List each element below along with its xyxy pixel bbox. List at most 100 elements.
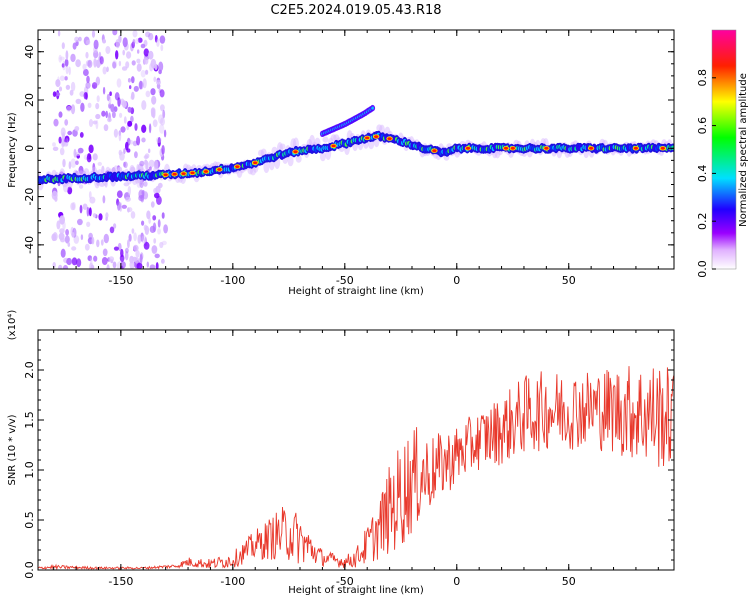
noise-speckle [102,195,106,204]
spectrogram-ylabel: Frequency (Hz) [7,112,18,188]
noise-speckle [67,130,73,136]
noise-speckle [106,66,109,73]
ridge-hotspot [387,137,392,141]
noise-speckle [130,115,134,123]
noise-speckle [116,190,123,198]
noise-speckle [144,159,148,165]
y-tick-label: 40 [23,45,36,59]
noise-speckle [105,212,109,219]
ridge-hotspot [365,136,370,140]
noise-speckle [117,201,121,211]
snr-panel: -150 -100 -50 0 50 0.0 0.5 1.0 1.5 2.0 Height of … [7,310,675,596]
noise-speckle [101,257,108,265]
colorbar-tick-label: 0.6 [696,117,709,135]
noise-speckle [88,232,93,240]
noise-speckle [83,68,89,77]
noise-speckle [113,223,117,229]
noise-speckle [75,160,79,166]
noise-speckle [153,187,158,194]
noise-speckle [125,247,129,254]
noise-speckle [148,148,151,154]
noise-speckle [140,232,145,242]
noise-speckle [132,30,138,38]
noise-speckle [150,88,156,96]
snr-multiplier: (x10⁴) [7,310,18,341]
noise-speckle [79,204,83,214]
noise-speckle [133,244,139,252]
noise-speckle [70,81,76,92]
noise-speckle [87,59,93,68]
noise-speckle [70,158,77,168]
noise-speckle [75,59,81,68]
noise-speckle [103,233,110,244]
noise-speckle [153,76,157,83]
noise-speckle [160,117,165,126]
ridge-hotspot [588,146,594,150]
noise-speckle [148,32,154,41]
noise-speckle [62,265,69,269]
colorbar-tick-label: 0.8 [696,69,709,87]
noise-speckle [156,38,160,47]
noise-speckle [107,117,112,123]
noise-speckle [145,69,149,75]
noise-speckle [100,239,104,246]
ridge-hotspot [432,149,437,153]
noise-speckle [160,44,164,52]
noise-speckle [141,235,147,244]
noise-speckle [133,85,139,92]
noise-speckle [70,202,76,211]
ridge-hotspot [235,165,240,169]
colorbar-gradient [711,29,737,270]
noise-speckle [121,204,128,209]
noise-speckle [148,159,155,168]
noise-speckle [112,30,118,36]
noise-speckle [120,126,126,133]
noise-speckle [86,206,90,217]
noise-speckle [151,95,157,105]
noise-speckle [148,166,152,171]
noise-speckle [144,225,150,235]
noise-speckle [127,106,132,113]
noise-speckle [85,39,91,45]
noise-speckle [112,61,117,69]
colorbar-tick-label: 0.4 [696,165,709,183]
ridge-hotspot [503,146,509,150]
noise-speckle [105,46,111,54]
noise-speckle [79,91,85,97]
noise-speckle [74,126,80,132]
noise-speckle [115,39,120,49]
noise-speckle [150,107,156,115]
noise-speckle [131,228,135,234]
noise-speckle [142,78,147,89]
ridge-hotspot [203,170,209,173]
ridge-hotspot [660,146,665,150]
ridge-halo [319,151,326,162]
noise-speckle [157,182,163,189]
noise-speckle [57,30,61,37]
noise-speckle [161,212,165,219]
noise-speckle [65,64,69,75]
y-tick-label: 0 [23,145,36,152]
noise-speckle [69,89,74,96]
noise-speckle [124,251,129,261]
noise-speckle [136,58,141,64]
noise-speckle [159,123,165,134]
ridge-hotspot [163,173,168,177]
noise-speckle [52,146,59,151]
noise-speckle [161,240,167,246]
noise-speckle [143,48,149,57]
ridge-core [671,145,674,150]
noise-speckle [108,256,115,262]
noise-speckle [88,191,92,199]
noise-speckle [128,233,132,242]
noise-speckle [119,151,125,161]
x-tick-label: 0 [453,575,460,588]
noise-speckle [132,39,136,45]
noise-speckle [53,118,59,127]
noise-speckle [102,86,106,95]
noise-speckle [163,224,169,234]
noise-speckle [95,76,101,86]
noise-speckle [162,109,166,119]
noise-speckle [146,261,149,268]
ridge-hotspot [331,144,336,148]
